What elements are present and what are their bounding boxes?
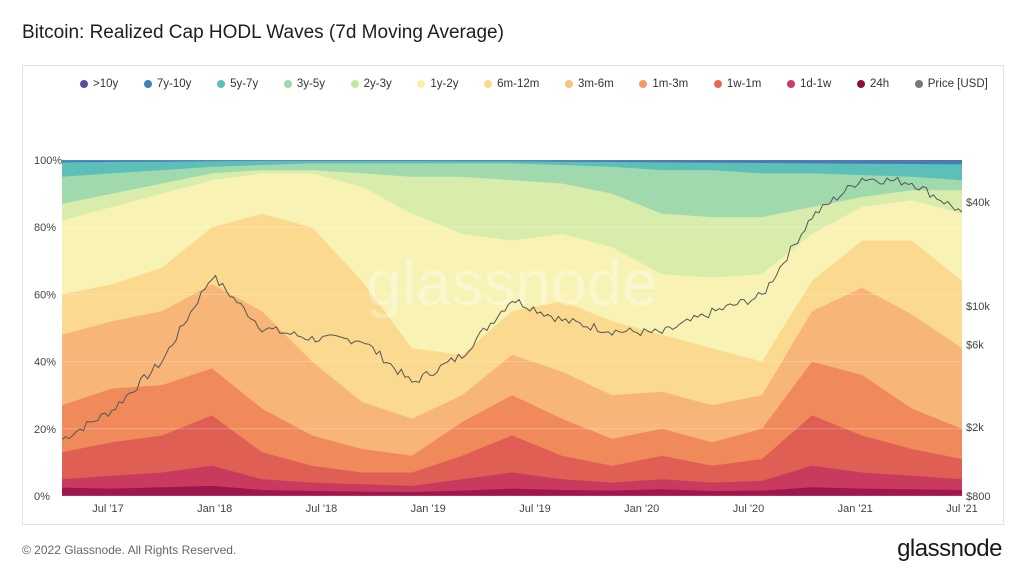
legend-label: 24h xyxy=(869,78,890,90)
legend-item-2y-3y[interactable]: 2y-3y xyxy=(350,78,392,90)
legend-label: 3m-6m xyxy=(577,78,614,90)
area-band-1d-1w xyxy=(62,465,962,496)
y-left-tick-label: 60% xyxy=(34,289,56,301)
legend-label: 1m-3m xyxy=(652,78,689,90)
chart-legend: >10y 7y-10y 5y-7y 3y-5y 2y-3y 1y-2y 6m-12m 3m-6… xyxy=(80,78,988,90)
legend-swatch xyxy=(143,80,152,88)
legend-label: 2y-3y xyxy=(363,78,392,90)
legend-item-10y[interactable]: >10y xyxy=(80,78,118,90)
legend-label: 7y-10y xyxy=(156,78,192,90)
legend-label: 3y-5y xyxy=(296,78,325,90)
x-tick-label: Jul '21 xyxy=(946,503,977,515)
y-left-tick-label: 20% xyxy=(34,424,56,436)
chart-title: Bitcoin: Realized Cap HODL Waves (7d Mov… xyxy=(22,22,504,43)
hodl-wave-areas xyxy=(62,160,962,496)
legend-item-5y-7y[interactable]: 5y-7y xyxy=(217,78,258,90)
y-right-tick-label: $800 xyxy=(966,491,990,503)
legend-swatch xyxy=(564,80,573,88)
y-axis-right: $800 $2k $6k $10k $40k xyxy=(966,197,990,503)
x-axis: Jul '17 Jan '18 Jul '18 Jan '19 Jul '19 Jan '… xyxy=(92,503,977,515)
legend-item-1y-2y[interactable]: 1y-2y xyxy=(417,78,459,90)
legend-swatch xyxy=(484,80,493,88)
legend-item-24h[interactable]: 24h xyxy=(856,78,890,90)
legend-label: Price [USD] xyxy=(927,78,988,90)
legend-item-price-usd[interactable]: Price [USD] xyxy=(914,78,988,90)
legend-item-6m-12m[interactable]: 6m-12m xyxy=(484,78,539,90)
y-left-tick-label: 40% xyxy=(34,357,56,369)
area-band-1w-1m xyxy=(62,415,962,496)
legend-swatch xyxy=(417,80,426,88)
y-right-tick-label: $2k xyxy=(966,422,984,434)
x-tick-label: Jul '19 xyxy=(519,503,550,515)
legend-swatch xyxy=(639,80,648,88)
x-tick-label: Jul '20 xyxy=(733,503,764,515)
legend-swatch xyxy=(786,80,795,88)
x-tick-label: Jan '18 xyxy=(197,503,232,515)
y-left-tick-label: 100% xyxy=(34,155,62,167)
y-axis-left: 0% 20% 40% 60% 80% 100% xyxy=(34,155,62,503)
brand-logo[interactable]: glassnode xyxy=(897,535,1002,562)
x-tick-label: Jan '19 xyxy=(411,503,446,515)
grid-lines xyxy=(62,159,962,497)
legend-swatch xyxy=(914,80,923,88)
legend-item-1w-1m[interactable]: 1w-1m xyxy=(713,78,762,90)
legend-swatch xyxy=(350,80,359,88)
legend-swatch xyxy=(80,80,88,88)
legend-swatch xyxy=(713,80,722,88)
legend-label: 5y-7y xyxy=(230,78,259,90)
y-right-tick-label: $6k xyxy=(966,340,984,352)
legend-item-1d-1w[interactable]: 1d-1w xyxy=(786,78,832,90)
price-line-group xyxy=(62,176,962,440)
legend-swatch xyxy=(856,80,865,88)
legend-swatch xyxy=(217,80,226,88)
y-right-tick-label: $40k xyxy=(966,197,990,209)
y-right-tick-label: $10k xyxy=(966,301,990,313)
legend-label: 1y-2y xyxy=(430,78,459,90)
x-tick-label: Jul '17 xyxy=(92,503,123,515)
legend-item-3y-5y[interactable]: 3y-5y xyxy=(283,78,325,90)
legend-item-7y-10y[interactable]: 7y-10y xyxy=(143,78,192,90)
y-left-tick-label: 0% xyxy=(34,491,50,503)
y-left-tick-label: 80% xyxy=(34,222,56,234)
area-band-24h xyxy=(62,485,962,496)
watermark: glassnode xyxy=(366,247,658,319)
legend-label: 1w-1m xyxy=(726,78,762,90)
legend-item-3m-6m[interactable]: 3m-6m xyxy=(564,78,614,90)
price-line xyxy=(62,176,962,440)
x-tick-label: Jan '20 xyxy=(624,503,659,515)
x-tick-label: Jul '18 xyxy=(306,503,337,515)
legend-label: 6m-12m xyxy=(497,78,540,90)
legend-label: >10y xyxy=(93,78,119,90)
copyright-text: © 2022 Glassnode. All Rights Reserved. xyxy=(22,543,237,557)
legend-swatch xyxy=(283,80,292,88)
x-tick-label: Jan '21 xyxy=(838,503,873,515)
legend-item-1m-3m[interactable]: 1m-3m xyxy=(639,78,688,90)
legend-label: 1d-1w xyxy=(799,78,832,90)
